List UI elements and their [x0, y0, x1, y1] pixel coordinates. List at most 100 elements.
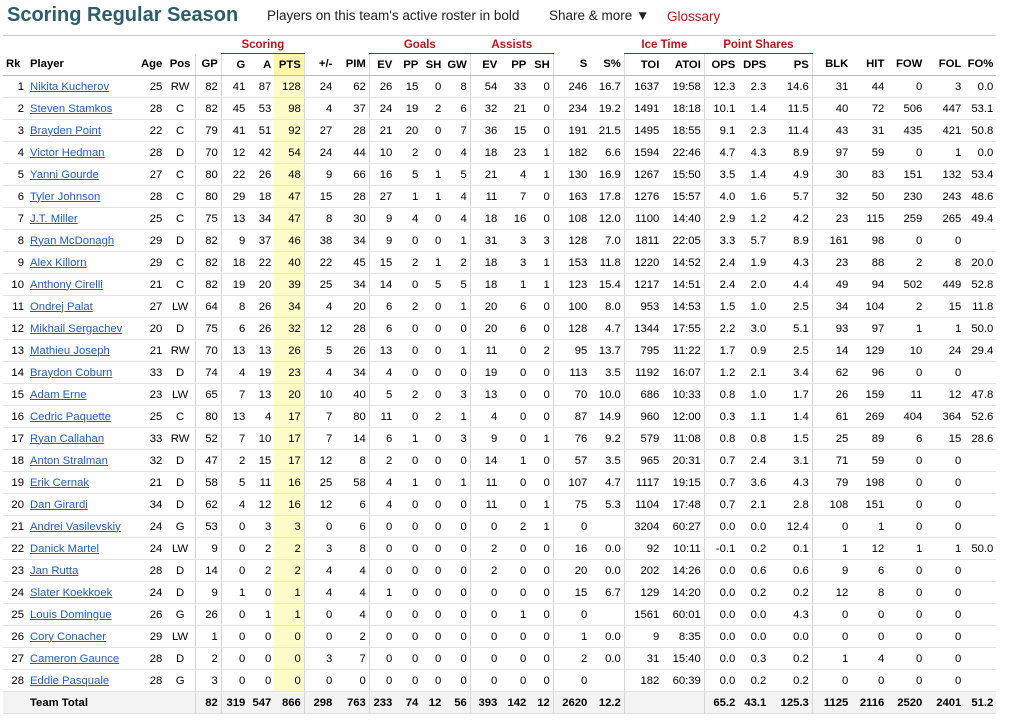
column-header--8[interactable]: +/- [304, 53, 336, 76]
cell-ev: 21 [369, 119, 396, 142]
cell-fow: 10 [887, 339, 926, 362]
cell-pp: 0 [395, 361, 422, 384]
player-link[interactable]: Louis Domingue [30, 608, 112, 621]
column-header-ops-21[interactable]: OPS [704, 53, 739, 76]
cell-dps: 5.7 [738, 229, 770, 252]
player-link[interactable]: Dan Girardi [30, 498, 88, 511]
player-link[interactable]: Andrei Vasilevskiy [30, 520, 121, 533]
cell-pp: 74 [395, 691, 422, 714]
cell-sh: 0 [421, 537, 445, 560]
column-header-rk-0[interactable]: Rk [3, 53, 27, 76]
cell-hit: 198 [851, 471, 888, 494]
cell-sh: 1 [529, 141, 554, 164]
cell-atoi: 22:05 [662, 229, 705, 252]
column-header-ev-10[interactable]: EV [369, 53, 396, 76]
cell-pim: 4 [335, 603, 370, 626]
glossary-link[interactable]: Glossary [667, 9, 721, 24]
player-link[interactable]: Victor Hedman [30, 146, 105, 159]
cell-a: 18 [248, 185, 275, 208]
cell-toi: 31 [624, 647, 663, 670]
player-link[interactable]: Steven Stamkos [30, 102, 113, 115]
column-header-fo-28[interactable]: FO% [964, 53, 997, 76]
player-link[interactable]: Anthony Cirelli [30, 278, 103, 291]
column-header-atoi-20[interactable]: ATOI [662, 53, 705, 76]
column-header-gw-13[interactable]: GW [444, 53, 471, 76]
player-link[interactable]: Anton Stralman [30, 454, 108, 467]
cell-hit: 97 [851, 317, 888, 340]
cell-blk: 79 [812, 471, 852, 494]
player-link[interactable]: J.T. Miller [30, 212, 78, 225]
player-link[interactable]: Slater Koekkoek [30, 586, 113, 599]
player-link[interactable]: Danick Martel [30, 542, 100, 555]
column-header-s-18[interactable]: S% [590, 53, 625, 76]
cell-fo [964, 625, 997, 648]
cell-pos: C [165, 251, 196, 274]
column-header-hit-25[interactable]: HIT [851, 53, 888, 76]
column-header-ev-14[interactable]: EV [470, 53, 501, 76]
column-header-pos-3[interactable]: Pos [165, 53, 196, 76]
cell-fol: 0 [925, 361, 965, 384]
cell-pp: 3 [500, 229, 530, 252]
cell-sh: 0 [421, 603, 445, 626]
player-link[interactable]: Erik Cernak [30, 476, 90, 489]
player-link[interactable]: Jan Rutta [30, 564, 79, 577]
player-link[interactable]: Ryan McDonagh [30, 234, 115, 247]
column-header-player-1[interactable]: Player [27, 53, 138, 76]
cell-rk: 8 [3, 229, 27, 252]
column-header-a-6[interactable]: A [248, 53, 275, 76]
column-header-ps-23[interactable]: PS [769, 53, 813, 76]
cell-ps: 0.6 [769, 559, 813, 582]
column-header-gp-4[interactable]: GP [195, 53, 222, 76]
cell-pp: 0 [500, 647, 530, 670]
cell-gp: 75 [195, 207, 222, 230]
player-link[interactable]: Mikhail Sergachev [30, 322, 123, 335]
share-menu-button[interactable]: Share & more ▼ [549, 8, 650, 23]
cell-toi: 1220 [624, 251, 663, 274]
player-link[interactable]: Eddie Pasquale [30, 674, 110, 687]
cell-fol: 8 [925, 251, 965, 274]
player-link[interactable]: Alex Killorn [30, 256, 87, 269]
player-link[interactable]: Cameron Gaunce [30, 652, 120, 665]
player-link[interactable]: Cedric Paquette [30, 410, 112, 423]
column-header-toi-19[interactable]: TOI [624, 53, 663, 76]
player-link[interactable]: Yanni Gourde [30, 168, 99, 181]
cell-pos: C [165, 405, 196, 428]
column-header-pts-7[interactable]: PTS [274, 53, 305, 76]
group-point-shares: Point Shares [704, 35, 813, 54]
player-link[interactable]: Mathieu Joseph [30, 344, 110, 357]
column-header-fol-27[interactable]: FOL [925, 53, 965, 76]
column-header-fow-26[interactable]: FOW [887, 53, 926, 76]
cell-pp: 0 [395, 603, 422, 626]
column-header-pp-15[interactable]: PP [500, 53, 530, 76]
column-header-dps-22[interactable]: DPS [738, 53, 770, 76]
cell-dps: 0.2 [738, 669, 770, 692]
cell-toi: 965 [624, 449, 663, 472]
cell-rk: 17 [3, 427, 27, 450]
player-link[interactable]: Brayden Point [30, 124, 101, 137]
player-cell: Cedric Paquette [27, 405, 138, 428]
cell-sh: 0 [529, 383, 554, 406]
cell-pp: 0 [500, 537, 530, 560]
player-link[interactable]: Ryan Callahan [30, 432, 105, 445]
cell-pp: 5 [395, 163, 422, 186]
cell-pim: 30 [335, 207, 370, 230]
player-link[interactable]: Adam Erne [30, 388, 87, 401]
player-link[interactable]: Cory Conacher [30, 630, 106, 643]
column-header-pp-11[interactable]: PP [395, 53, 422, 76]
cell-g: 45 [221, 97, 249, 120]
player-link[interactable]: Ondrej Palat [30, 300, 93, 313]
player-link[interactable]: Tyler Johnson [30, 190, 101, 203]
column-header-blk-24[interactable]: BLK [812, 53, 852, 76]
column-header-sh-12[interactable]: SH [421, 53, 445, 76]
column-header-age-2[interactable]: Age [138, 53, 166, 76]
column-header-sh-16[interactable]: SH [529, 53, 554, 76]
column-header-g-5[interactable]: G [221, 53, 249, 76]
cell-age [138, 691, 166, 714]
column-header-s-17[interactable]: S [553, 53, 591, 76]
cell-fow: 11 [887, 383, 926, 406]
cell-fow: 0 [887, 471, 926, 494]
cell-ps: 4.3 [769, 471, 813, 494]
player-link[interactable]: Nikita Kucherov [30, 80, 110, 93]
column-header-pim-9[interactable]: PIM [335, 53, 370, 76]
player-link[interactable]: Braydon Coburn [30, 366, 113, 379]
